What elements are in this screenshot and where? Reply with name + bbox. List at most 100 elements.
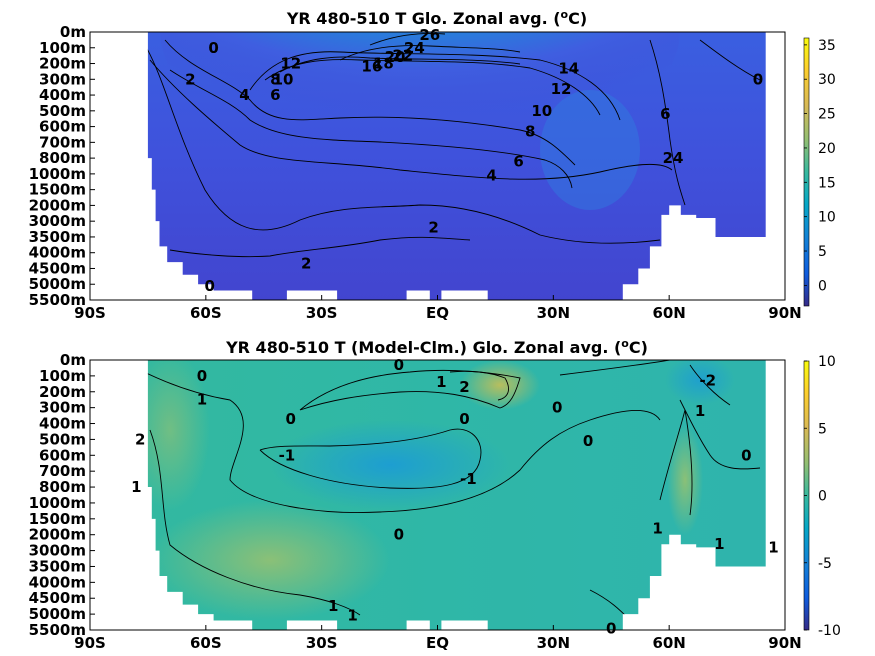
bottom-chart-title: YR 480-510 T (Model-Clm.) Glo. Zonal avg… [225,337,648,357]
contour-label: 4 [486,166,496,184]
top-chart-title: YR 480-510 T Glo. Zonal avg. (oC) [286,8,587,28]
y-tick-label: 700m [39,462,86,480]
y-tick-label: 5000m [29,605,86,623]
top-contour-lines [147,32,761,258]
contour-label: 2 [185,70,195,88]
y-tick-label: 200m [39,383,86,401]
y-tick-label: 400m [39,415,86,433]
colorbar-tick-label: 35 [818,38,836,54]
y-tick-label: 1000m [29,494,86,512]
contour-label: -1 [460,470,477,488]
y-tick-label: 800m [39,478,86,496]
contour-label: 14 [558,59,579,77]
bottom-panel: YR 480-510 T (Model-Clm.) Glo. Zonal avg… [29,337,841,652]
contour-label: 2 [428,218,438,236]
top-panel: YR 480-510 T Glo. Zonal avg. (oC) 0m100m… [29,8,836,322]
bottom-y-axis: 0m100m200m300m400m500m600m700m800m1000m1… [29,351,95,639]
contour-label: 22 [392,47,413,65]
x-tick-label: 60S [190,304,222,322]
colorbar-tick-label: 5 [818,421,827,437]
y-tick-label: 0m [60,23,86,41]
y-tick-label: 4500m [29,259,86,277]
contour-label: 0 [394,356,404,374]
contour-label: 12 [551,80,572,98]
colorbar-tick-label: 20 [818,141,836,157]
contour-label: 1 [328,597,338,615]
colorbar-tick-label: 5 [818,244,827,260]
contour-label: 0 [286,410,296,428]
colorbar-tick-label: -10 [818,623,841,639]
contour-label: 6 [270,86,280,104]
x-tick-label: 60N [652,304,685,322]
top-colorbar: 35 30 25 20 15 10 5 0 [803,37,836,307]
contour-label: 24 [404,39,425,57]
x-tick-label: 90S [74,304,106,322]
colorbar-tick-label: 10 [818,210,836,226]
contour-label: 0 [741,446,751,464]
y-tick-label: 4000m [29,573,86,591]
y-tick-label: 3000m [29,542,86,560]
contour-label: 6 [513,152,523,170]
y-tick-label: 2000m [29,196,86,214]
y-tick-label: 5500m [29,291,86,309]
contour-label: 1 [131,478,141,496]
bottom-contour-lines [147,360,761,621]
x-tick-label: 60N [652,634,685,652]
contour-label: 8 [270,70,280,88]
contour-label: 1 [197,391,207,409]
y-tick-label: 300m [39,399,86,417]
contour-label: 2 [135,430,145,448]
contour-label: 2 [459,378,469,396]
contour-label: 12 [280,55,301,73]
top-y-axis: 0m100m200m300m400m500m600m700m800m1000m1… [29,23,95,309]
contour-label: 8 [525,122,535,140]
y-tick-label: 800m [39,149,86,167]
contour-label: 20 [385,48,406,66]
x-tick-label: 30N [537,304,570,322]
bottom-x-axis: 90S 60S 30S EQ 30N 60N 90N [74,625,802,652]
top-x-axis: 90S 60S 30S EQ 30N 60N 90N [74,295,802,322]
contour-label: 0 [208,39,218,57]
y-tick-label: 700m [39,133,86,151]
contour-label: 24 [663,149,684,167]
y-tick-label: 5000m [29,275,86,293]
contour-label: 26 [419,26,440,44]
contour-label: 10 [531,102,552,120]
colorbar-tick-label: 10 [818,354,836,370]
x-tick-label: 30S [306,634,338,652]
contour-label: 1 [714,535,724,553]
contour-label: 1 [347,607,357,625]
contour-label: 1 [768,538,778,556]
y-tick-label: 1000m [29,165,86,183]
colorbar-tick-label: 30 [818,72,836,88]
y-tick-label: 1500m [29,181,86,199]
colorbar-tick-label: 0 [818,489,827,505]
y-tick-label: 0m [60,351,86,369]
contour-label: 6 [660,105,670,123]
y-tick-label: 5500m [29,621,86,639]
contour-label: 0 [606,619,616,637]
bottom-colorbar: 10 5 0 -5 -10 [803,354,841,639]
y-tick-label: 1500m [29,510,86,528]
y-tick-label: 3000m [29,212,86,230]
y-tick-label: 400m [39,86,86,104]
contour-label: 16 [361,58,382,76]
y-tick-label: 4500m [29,589,86,607]
x-tick-label: EQ [426,304,449,322]
x-tick-label: 30S [306,304,338,322]
x-tick-label: 90N [768,304,801,322]
contour-label: 1 [436,373,446,391]
contour-label: 0 [394,526,404,544]
contour-label: 18 [373,55,394,73]
y-tick-label: 500m [39,430,86,448]
colorbar-tick-label: 15 [818,175,836,191]
contour-label: 4 [239,86,249,104]
x-tick-label: 90N [768,634,801,652]
y-tick-label: 300m [39,70,86,88]
y-tick-label: 600m [39,446,86,464]
contour-label: 0 [197,367,207,385]
y-tick-label: 3500m [29,557,86,575]
y-tick-label: 3500m [29,228,86,246]
y-tick-label: 500m [39,102,86,120]
